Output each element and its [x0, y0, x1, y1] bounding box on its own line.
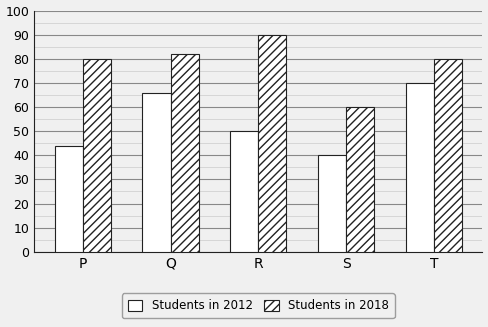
Bar [171, 54, 199, 252]
Bar [318, 155, 346, 252]
Bar [406, 83, 434, 252]
Bar [230, 131, 258, 252]
Legend: Students in 2012, Students in 2018: Students in 2012, Students in 2018 [122, 293, 395, 318]
Bar [142, 93, 171, 252]
Bar [258, 35, 286, 252]
Bar [55, 146, 83, 252]
Bar [434, 59, 462, 252]
Bar [346, 107, 374, 252]
Bar [83, 59, 111, 252]
